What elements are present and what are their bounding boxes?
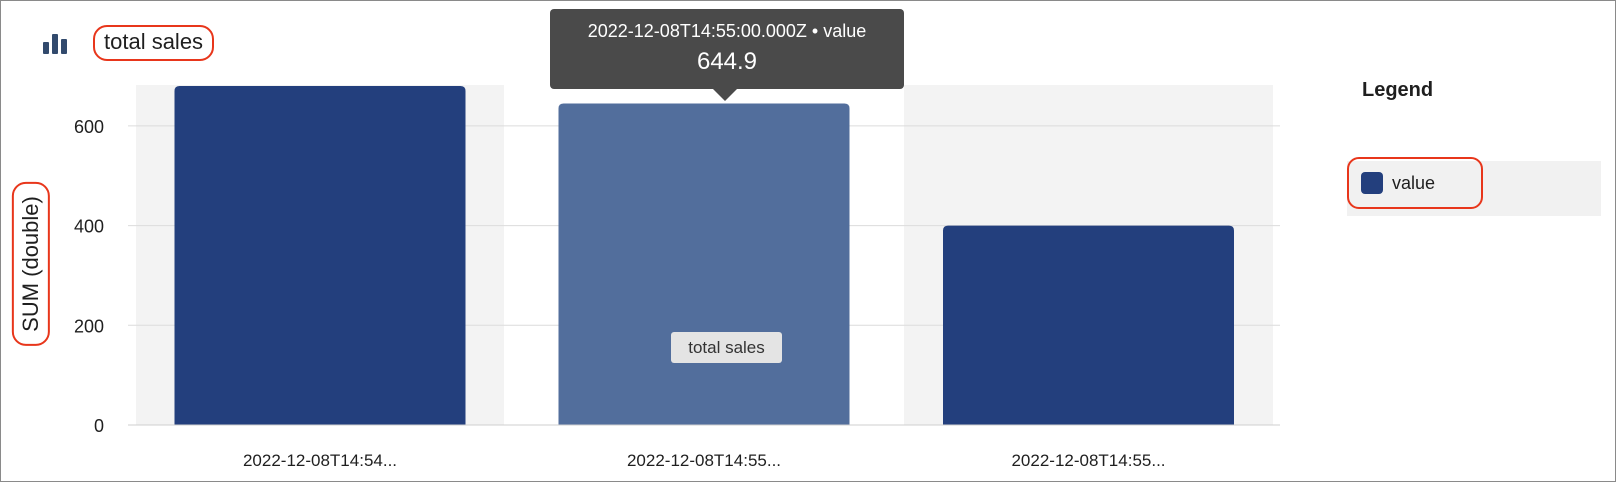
tooltip-header: 2022-12-08T14:55:00.000Z • value [587,21,867,41]
y-axis-label: SUM (double) [12,181,50,346]
x-tick-label: 2022-12-08T14:55... [627,451,781,470]
legend-swatch [1361,172,1383,194]
legend-title: Legend [1362,79,1434,101]
y-tick-label: 600 [74,117,104,137]
panel-header: total sales [41,23,215,63]
bar-2 [943,225,1234,425]
bar-0 [174,85,466,425]
y-axis-label-wrap: SUM (double) [5,176,57,351]
chart-title: total sales [93,25,215,61]
x-tick-label: 2022-12-08T14:55... [1011,451,1165,470]
tooltip-value: 644.9 [696,48,758,75]
bar-chart-icon [41,28,71,58]
tooltip: 2022-12-08T14:55:00.000Z • value 644.9 [550,9,904,101]
y-tick-label: 200 [74,316,104,336]
y-tick-label: 0 [94,416,104,436]
bar-1 [558,103,850,425]
legend-label: value [1392,172,1436,193]
y-tick-label: 400 [74,217,104,237]
bar-hover-label: total sales [671,332,782,363]
legend-item-value[interactable]: value [1347,157,1483,209]
x-tick-label: 2022-12-08T14:54... [243,451,397,470]
